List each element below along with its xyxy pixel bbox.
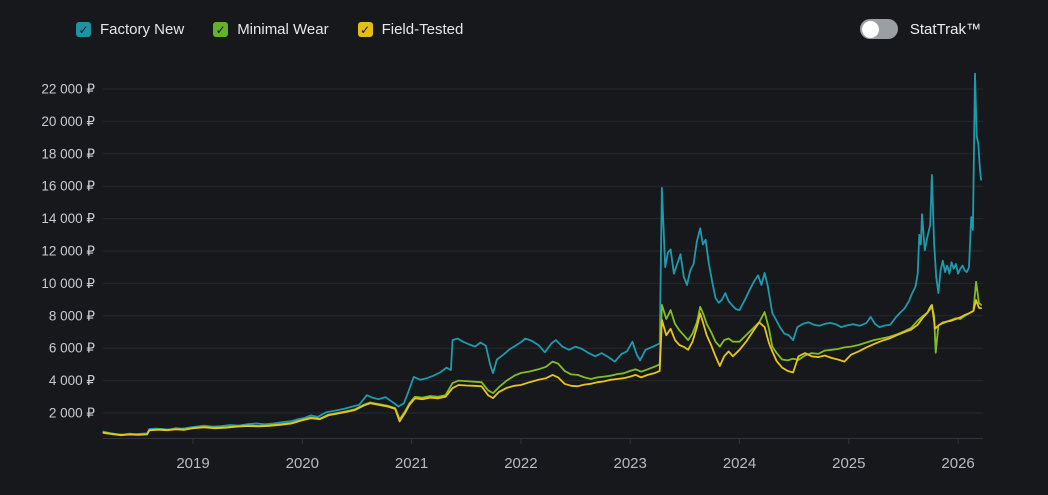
y-axis-label: 8 000 ₽ <box>49 308 96 323</box>
y-axis-label: 18 000 ₽ <box>41 146 95 161</box>
legend-label-field-tested: Field-Tested <box>381 21 464 38</box>
legend-label-factory-new: Factory New <box>100 21 185 38</box>
checkmark-icon: ✓ <box>360 22 371 37</box>
series-lines <box>102 72 982 437</box>
legend-item-minimal-wear[interactable]: ✓ Minimal Wear <box>213 21 329 38</box>
y-axis-label: 20 000 ₽ <box>41 114 95 129</box>
checkbox-factory-new[interactable]: ✓ <box>76 22 91 37</box>
y-axis-label: 14 000 ₽ <box>41 211 95 226</box>
checkmark-icon: ✓ <box>215 22 226 37</box>
y-axis-label: 10 000 ₽ <box>41 276 95 291</box>
x-axis-label: 2025 <box>832 455 865 472</box>
y-axis-label: 2 000 ₽ <box>49 406 96 421</box>
stattrak-control: StatTrak™ <box>859 19 981 39</box>
x-axis: 2019 2020 2021 2022 2023 2024 2025 2026 <box>103 438 983 472</box>
y-axis-label: 22 000 ₽ <box>41 82 95 97</box>
legend-item-field-tested[interactable]: ✓ Field-Tested <box>357 21 464 38</box>
toggle-knob-icon <box>861 20 879 38</box>
series-line-factory-new <box>102 72 982 436</box>
x-axis-label: 2020 <box>286 455 319 472</box>
legend-label-minimal-wear: Minimal Wear <box>237 21 329 38</box>
checkbox-field-tested[interactable]: ✓ <box>357 22 373 37</box>
stattrak-label: StatTrak™ <box>909 20 981 38</box>
y-axis-labels: 2 000 ₽ 4 000 ₽ 6 000 ₽ 8 000 ₽ 10 000 ₽ 12 0… <box>41 82 95 421</box>
checkmark-icon: ✓ <box>78 22 89 37</box>
y-axis-label: 4 000 ₽ <box>49 373 96 388</box>
legend-item-factory-new[interactable]: ✓ Factory New <box>76 21 184 38</box>
checkbox-minimal-wear[interactable]: ✓ <box>213 22 229 37</box>
series-line-minimal-wear <box>102 280 982 436</box>
legend: ✓ Factory New ✓ Minimal Wear ✓ Field-Tes… <box>76 21 463 38</box>
series-line-field-tested <box>102 299 982 437</box>
x-axis-label: 2022 <box>504 455 537 472</box>
gridlines <box>103 88 983 414</box>
x-axis-label: 2023 <box>614 455 647 472</box>
y-axis-label: 16 000 ₽ <box>41 179 95 194</box>
x-axis-label: 2021 <box>395 455 428 472</box>
y-axis-label: 12 000 ₽ <box>41 244 95 259</box>
x-axis-label: 2024 <box>723 455 756 472</box>
x-axis-label: 2019 <box>176 455 209 472</box>
x-axis-label: 2026 <box>941 455 974 472</box>
y-axis-label: 6 000 ₽ <box>49 341 96 356</box>
stattrak-toggle[interactable] <box>859 19 898 39</box>
